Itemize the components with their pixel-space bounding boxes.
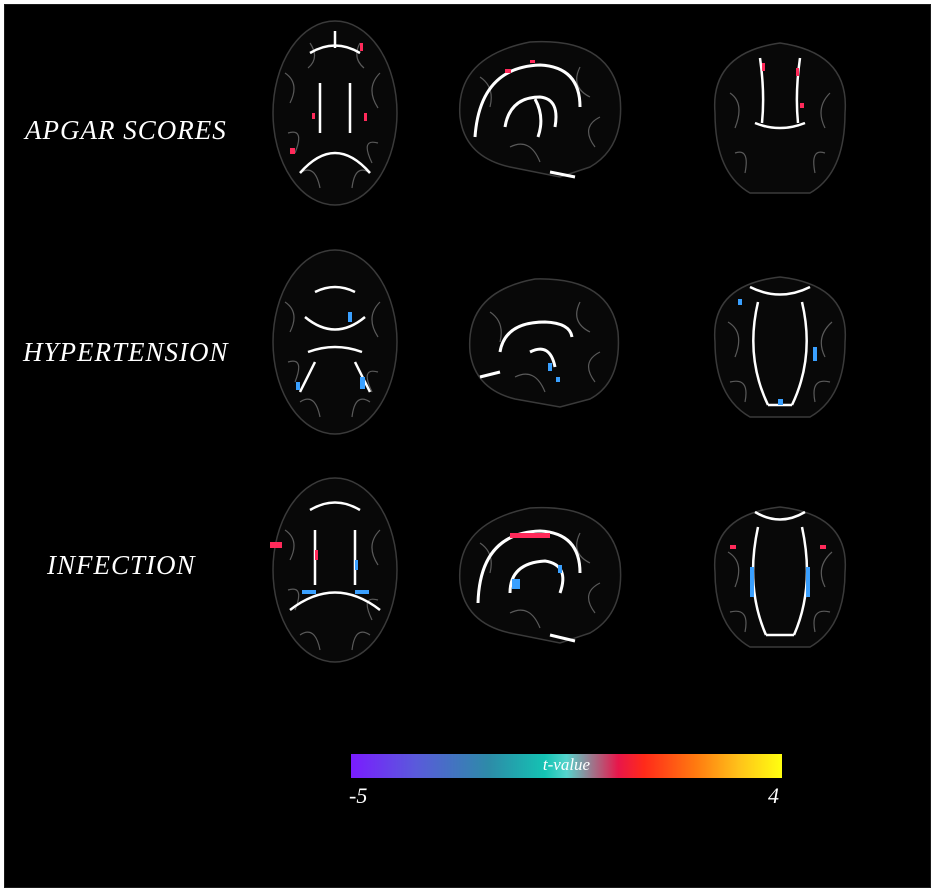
colorbar: t-value: [351, 754, 782, 778]
cluster-negative: [778, 399, 783, 405]
sagittal-slice-infection: [458, 506, 622, 644]
cluster-positive: [270, 542, 282, 548]
cluster-negative: [355, 590, 369, 594]
cluster-positive: [730, 545, 736, 549]
cluster-positive: [820, 545, 826, 549]
cluster-negative: [302, 590, 316, 594]
cluster-negative: [738, 299, 742, 305]
axial-slice-hypertension: [272, 249, 398, 435]
cluster-positive: [505, 69, 511, 73]
sagittal-slice-hypertension: [468, 278, 620, 408]
figure-panel: APGAR SCORES HYPERTENSION INFECTION: [4, 4, 931, 888]
cluster-positive: [510, 533, 550, 538]
cluster-positive: [762, 63, 765, 71]
cluster-negative: [355, 560, 358, 570]
cluster-negative: [296, 382, 300, 390]
row-label-apgar-scores: APGAR SCORES: [25, 115, 227, 145]
colorbar-min-label: -5: [349, 783, 368, 808]
cluster-negative: [360, 377, 365, 389]
cluster-positive: [312, 113, 315, 119]
cluster-positive: [315, 550, 318, 560]
cluster-positive: [530, 60, 535, 63]
cluster-negative: [348, 312, 352, 322]
cluster-positive: [290, 148, 295, 154]
cluster-positive: [796, 68, 799, 76]
row-label-infection: INFECTION: [47, 550, 196, 580]
axial-slice-infection: [270, 477, 398, 663]
colorbar-title: t-value: [542, 755, 591, 774]
colorbar-max-label: 4: [768, 783, 779, 808]
cluster-negative: [750, 567, 754, 597]
cluster-positive: [364, 113, 367, 121]
axial-slice-apgar-scores: [272, 20, 398, 206]
row-label-hypertension: HYPERTENSION: [23, 337, 229, 367]
cluster-negative: [548, 363, 552, 371]
cluster-negative: [806, 567, 810, 597]
coronal-slice-apgar-scores: [713, 42, 847, 194]
coronal-slice-infection: [713, 506, 847, 648]
cluster-positive: [360, 43, 363, 51]
cluster-negative: [556, 377, 560, 382]
cluster-negative: [813, 347, 817, 361]
cluster-negative: [558, 565, 562, 573]
cluster-negative: [512, 579, 520, 589]
sagittal-slice-apgar-scores: [458, 40, 622, 179]
cluster-positive: [800, 103, 804, 108]
coronal-slice-hypertension: [713, 276, 847, 418]
